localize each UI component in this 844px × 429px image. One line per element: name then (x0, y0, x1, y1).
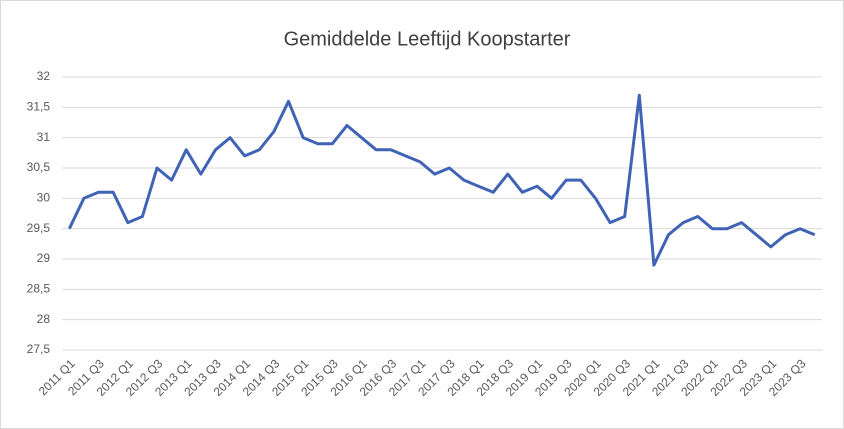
y-tick-label: 30,5 (27, 160, 51, 174)
y-tick-label: 32 (37, 69, 51, 83)
y-tick-label: 31 (37, 130, 51, 144)
y-tick-label: 30 (37, 191, 51, 205)
y-tick-label: 29 (37, 251, 51, 265)
y-tick-label: 31,5 (27, 100, 51, 114)
y-tick-label: 27,5 (27, 342, 51, 356)
y-tick-label: 28,5 (27, 282, 51, 296)
chart-title: Gemiddelde Leeftijd Koopstarter (284, 28, 571, 50)
data-line (67, 93, 816, 267)
y-tick-label: 29,5 (27, 221, 51, 235)
y-tick-label: 28 (37, 312, 51, 326)
